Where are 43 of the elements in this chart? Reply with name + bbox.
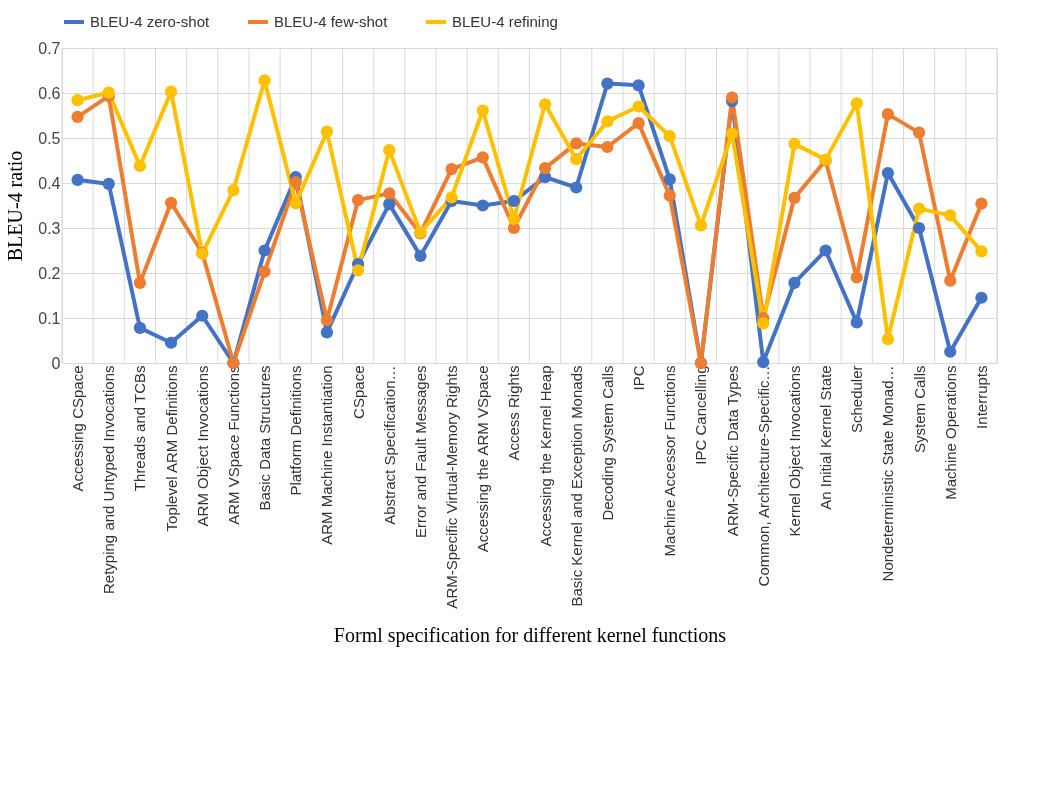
y-tick-label: 0.7: [38, 39, 61, 57]
y-tick-label: 0.5: [38, 129, 61, 147]
x-tick-label: ARM-Specific Virtual-Memory Rights: [443, 365, 461, 609]
x-tick-label: ARM VSpace Functions: [224, 365, 242, 525]
x-tick-label: CSpace: [349, 365, 367, 419]
x-tick-label: Interrupts: [972, 365, 990, 429]
x-tick-label: Abstract Specification…: [380, 365, 398, 525]
x-tick-label: ARM Machine Instantiation: [318, 365, 336, 545]
x-tick-label: System Calls: [910, 365, 928, 454]
x-tick-label: Kernel Object Invocations: [785, 365, 803, 537]
x-tick-label: ARM Object Invocations: [193, 365, 211, 527]
legend-label: BLEU-4 few-shot: [274, 13, 389, 30]
x-tick-label: An Initial Kernel State: [817, 365, 835, 510]
x-tick-label: Accessing the ARM VSpace: [474, 365, 492, 553]
x-tick-label: Threads and TCBs: [131, 365, 149, 492]
x-axis-title: Forml specification for different kernel functions: [333, 623, 727, 647]
legend-label: BLEU-4 zero-shot: [90, 13, 211, 30]
x-tick-label: Error and Fault Messages: [411, 365, 429, 539]
y-tick-label: 0.6: [38, 84, 61, 102]
x-tick-label: IPC Cancelling: [692, 365, 710, 465]
y-tick-label: 0.3: [38, 219, 61, 237]
x-tick-label: IPC: [630, 365, 648, 391]
x-tick-label: Basic Data Structures: [256, 365, 274, 511]
y-tick-label: 0.4: [38, 174, 61, 192]
x-tick-label: Machine Accessor Functions: [661, 365, 679, 557]
y-axis-title: BLEU-4 ratio: [4, 150, 27, 262]
legend-label: BLEU-4 refining: [452, 13, 558, 30]
x-tick-label: Decoding System Calls: [598, 365, 616, 521]
x-tick-label: Access Rights: [505, 365, 523, 461]
x-tick-label: Accessing CSpace: [69, 365, 87, 492]
x-tick-label: Machine Operations: [941, 365, 959, 500]
y-tick-label: 0: [51, 354, 61, 372]
x-tick-label: Scheduler: [848, 365, 866, 434]
y-tick-label: 0.2: [38, 264, 61, 282]
x-tick-label: ARM-Specific Data Types: [723, 365, 741, 537]
y-tick-label: 0.1: [38, 309, 61, 327]
x-tick-label: Basic Kernel and Exception Monads: [567, 365, 585, 607]
x-tick-label: Platform Definitions: [287, 365, 305, 496]
x-tick-label: Common, Architecture-Specific…: [754, 365, 772, 587]
x-tick-label: Toplevel ARM Definitions: [162, 365, 180, 532]
x-tick-label: Nondeterministic State Monad…: [879, 365, 897, 582]
x-tick-label: Accessing the Kernel Heap: [536, 365, 554, 547]
x-tick-label: Retyping and Untyped Invocations: [100, 365, 118, 594]
